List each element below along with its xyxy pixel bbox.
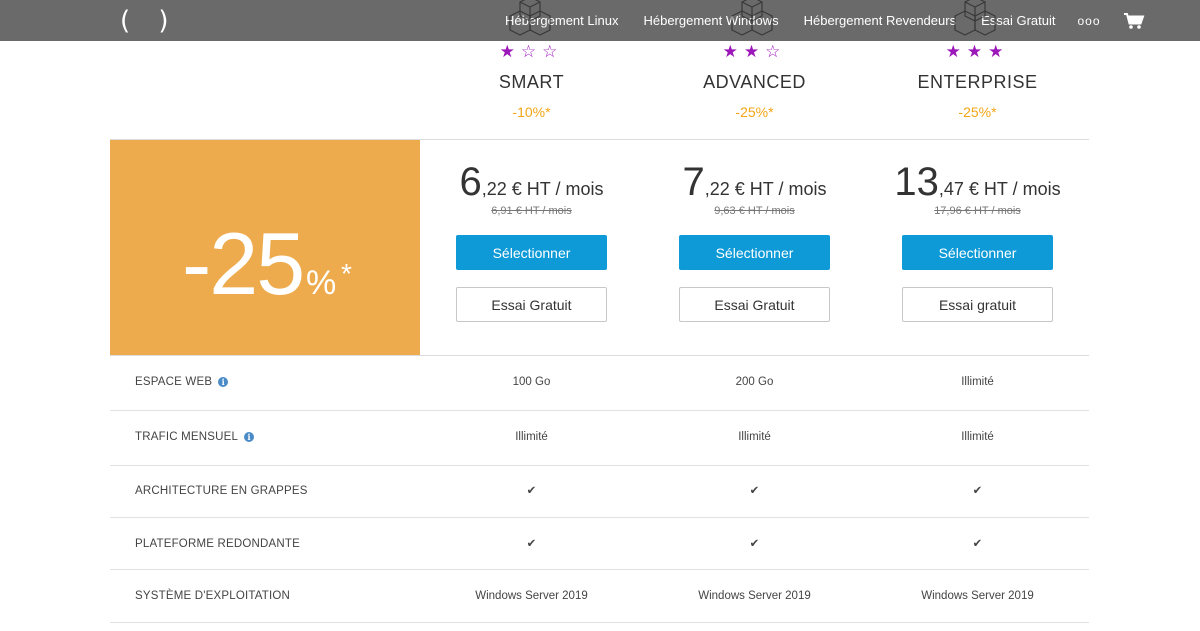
server-cube-icon [509, 0, 551, 36]
feature-label-text: ESPACE WEB [135, 376, 213, 388]
plan-discount: -25%* [958, 104, 997, 120]
select-button[interactable]: Sélectionner [456, 235, 607, 270]
feature-value: 200 Go [735, 376, 774, 388]
free-trial-button[interactable]: Essai Gratuit [456, 287, 607, 322]
price-rest: ,22 € HT / mois [481, 179, 604, 199]
plan-name: SMART [498, 72, 565, 92]
old-price: 6,91 € HT / mois [491, 205, 572, 217]
plan-discount: -10%* [512, 104, 551, 120]
nav-link-free-trial[interactable]: Essai Gratuit [981, 13, 1056, 28]
old-price: 17,96 € HT / mois [934, 205, 1021, 217]
check-icon: ✔ [526, 483, 537, 497]
feature-value: Windows Server 2019 [475, 590, 588, 602]
main-nav: Hébergement Linux Hébergement Windows Hé… [505, 0, 1145, 41]
rating-stars-icon: ★★★ [945, 42, 1010, 61]
price-column-advanced: 7,22 € HT / mois 9,63 € HT / mois Sélect… [643, 140, 866, 356]
free-trial-button[interactable]: Essai Gratuit [679, 287, 830, 322]
price-integer: 6 [459, 160, 482, 204]
plan-discount: -25%* [735, 104, 774, 120]
feature-value: Windows Server 2019 [698, 590, 811, 602]
price: 7,22 € HT / mois [643, 160, 866, 204]
feature-label-text: TRAFIC MENSUEL [135, 431, 239, 443]
server-cube-icon [731, 0, 773, 36]
divider [110, 355, 1089, 356]
top-navigation-bar: ( ) Hébergement Linux Hébergement Window… [0, 0, 1200, 41]
promo-value: -25 [182, 214, 305, 313]
info-icon[interactable]: i [244, 432, 255, 442]
feature-value: Illimité [738, 431, 771, 443]
price-integer: 7 [682, 160, 705, 204]
check-icon: ✔ [749, 536, 760, 550]
price-rest: ,22 € HT / mois [704, 179, 827, 199]
plan-header-enterprise: ★★★ ENTERPRISE -25%* [866, 42, 1089, 120]
free-trial-button[interactable]: Essai gratuit [902, 287, 1053, 322]
check-icon: ✔ [972, 536, 983, 550]
feature-row: SYSTÈME D'EXPLOITATION Windows Server 20… [110, 570, 1089, 623]
plan-header-advanced: ★★☆ ADVANCED -25%* [643, 42, 866, 120]
feature-value: Illimité [515, 431, 548, 443]
info-icon[interactable]: i [218, 377, 229, 387]
rating-stars-icon: ★★☆ [722, 42, 787, 61]
promo-banner: -25 % * [110, 140, 420, 356]
promo-asterisk: * [341, 258, 352, 289]
feature-row: TRAFIC MENSUEL i Illimité Illimité Illim… [110, 411, 1089, 466]
price-integer: 13 [894, 160, 939, 204]
feature-value: Windows Server 2019 [921, 590, 1034, 602]
price: 6,22 € HT / mois [420, 160, 643, 204]
more-menu-icon[interactable]: ooo [1077, 13, 1101, 28]
check-icon: ✔ [749, 483, 760, 497]
feature-value: Illimité [961, 376, 994, 388]
feature-label: ARCHITECTURE EN GRAPPES [135, 485, 308, 497]
select-button[interactable]: Sélectionner [679, 235, 830, 270]
plan-name: ENTERPRISE [917, 72, 1038, 92]
logo[interactable]: ( ) [120, 6, 179, 36]
promo-percent: % [306, 264, 337, 302]
price: 13,47 € HT / mois [866, 160, 1089, 204]
feature-label-text: PLATEFORME REDONDANTE [135, 538, 301, 550]
feature-label: TRAFIC MENSUEL i [135, 431, 255, 443]
plan-header-smart: ★☆☆ SMART -10%* [420, 42, 643, 120]
feature-row: PLATEFORME REDONDANTE ✔ ✔ ✔ [110, 518, 1089, 570]
price-rest: ,47 € HT / mois [938, 179, 1061, 199]
divider [110, 139, 1089, 140]
cart-icon[interactable] [1123, 12, 1145, 30]
price-column-smart: 6,22 € HT / mois 6,91 € HT / mois Sélect… [420, 140, 643, 356]
nav-link-linux-hosting[interactable]: Hébergement Linux [505, 13, 619, 28]
feature-row: ARCHITECTURE EN GRAPPES ✔ ✔ ✔ [110, 466, 1089, 518]
check-icon: ✔ [526, 536, 537, 550]
old-price: 9,63 € HT / mois [714, 205, 795, 217]
feature-row: ESPACE WEB i 100 Go 200 Go Illimité [110, 356, 1089, 411]
select-button[interactable]: Sélectionner [902, 235, 1053, 270]
check-icon: ✔ [972, 483, 983, 497]
feature-value: 100 Go [512, 376, 551, 388]
nav-link-reseller-hosting[interactable]: Hébergement Revendeurs [803, 13, 957, 28]
feature-label-text: SYSTÈME D'EXPLOITATION [135, 590, 291, 602]
feature-value: Illimité [961, 431, 994, 443]
price-column-enterprise: 13,47 € HT / mois 17,96 € HT / mois Séle… [866, 140, 1089, 356]
feature-label: ESPACE WEB i [135, 376, 229, 388]
feature-label-text: ARCHITECTURE EN GRAPPES [135, 485, 308, 497]
feature-label: PLATEFORME REDONDANTE [135, 538, 300, 550]
rating-stars-icon: ★☆☆ [499, 42, 564, 61]
server-cube-icon [954, 0, 996, 36]
feature-label: SYSTÈME D'EXPLOITATION [135, 590, 290, 602]
plan-name: ADVANCED [703, 72, 806, 92]
